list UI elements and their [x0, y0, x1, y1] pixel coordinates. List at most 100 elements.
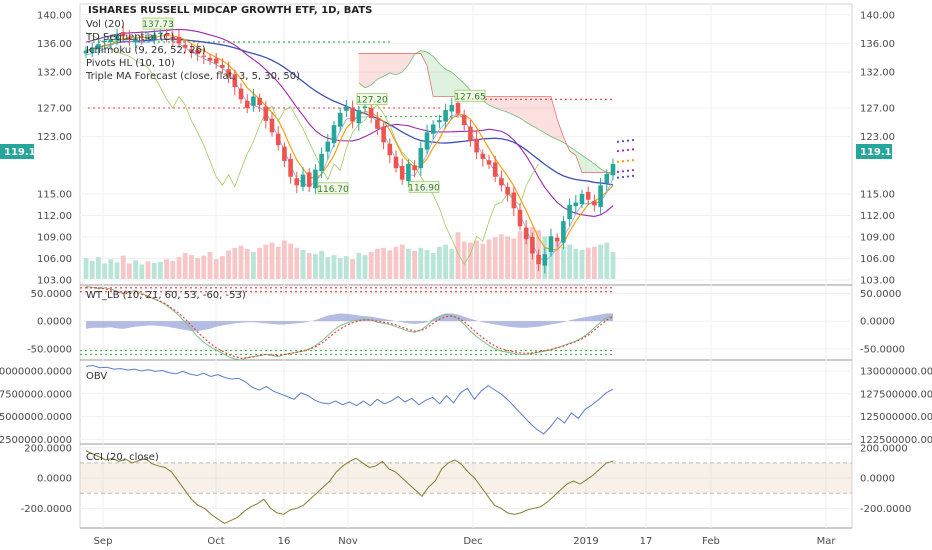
pivot-label: 137.73 [142, 20, 174, 30]
cloud-segment [582, 155, 589, 173]
y-tick-label-right: 130000000.0000 [860, 366, 932, 377]
y-tick-label-left: 127500000.0000 [0, 389, 72, 400]
candle-body [102, 40, 107, 42]
volume-bar [232, 247, 238, 279]
candle-body [313, 169, 318, 189]
candle-body [331, 125, 337, 144]
volume-bar [151, 262, 157, 279]
candle-body [368, 107, 374, 118]
main-legend[interactable]: Vol (20) TD Sequential (C) Ichimoku (9, … [85, 19, 300, 82]
volume-bar [449, 248, 455, 279]
pivot-labels: 137.73 127.20 127.65 116.90 116.70 [142, 17, 486, 195]
volume-bar [350, 259, 355, 279]
candle-body [220, 64, 225, 68]
cloud-segment [532, 96, 539, 130]
y-tick-label-right: 127500000.0000 [860, 389, 932, 400]
candle-body [170, 36, 176, 40]
y-tick-label-right: 103.00 [860, 275, 895, 286]
volume-bar [114, 262, 120, 279]
volume-bar [585, 247, 591, 279]
candle-body [499, 178, 504, 186]
legend-td-sequential[interactable]: TD Sequential (C) [85, 32, 174, 43]
price-badge-right-bg [856, 144, 892, 159]
volume-bar [486, 239, 492, 279]
candle-body [554, 237, 560, 242]
y-tick-label-right: 200.0000 [860, 443, 908, 454]
cloud-segment [365, 53, 372, 88]
candle-body [344, 106, 349, 111]
candle-body [461, 115, 467, 126]
volume-bar [220, 256, 225, 279]
cci-legend[interactable]: CCI (20, close) [86, 452, 159, 463]
volume-bar [579, 249, 585, 279]
wt-legend[interactable]: WT_LB (10, 21, 60, 53, -60, -53) [86, 290, 246, 301]
cloud-segment [551, 96, 558, 140]
cloud-segment [538, 96, 545, 134]
legend-volume[interactable]: Vol (20) [86, 19, 125, 30]
candle-body [375, 119, 380, 129]
y-tick-label-left: 130000000.0000 [0, 366, 72, 377]
legend-ichimoku[interactable]: Ichimoku (9, 26, 52, 26) [86, 45, 206, 56]
forecast-dot [626, 159, 630, 162]
x-tick-label: Sep [94, 536, 113, 547]
legend-pivots[interactable]: Pivots HL (10, 10) [86, 58, 175, 69]
volume-bar [251, 251, 256, 279]
candle-body [238, 88, 244, 100]
pivot-label: 127.65 [454, 92, 486, 102]
candle-body [381, 126, 386, 143]
volume-bar [381, 247, 386, 279]
volume-bar [523, 229, 529, 279]
volume-bar [325, 257, 331, 279]
price-badge-left: 119.18 [0, 144, 43, 159]
cloud-segment [433, 56, 440, 97]
candle-body [319, 153, 324, 172]
volume-bar [139, 264, 145, 279]
y-tick-label-right: 125000000.0000 [860, 412, 932, 423]
candle-body [548, 236, 554, 253]
y-tick-label-left: -200.0000 [21, 504, 72, 515]
candle-body [356, 110, 362, 123]
forecast-dot [621, 140, 625, 143]
volume-bar [368, 251, 374, 279]
ma-30-line [85, 38, 614, 186]
cloud-segment [588, 159, 595, 173]
y-tick-label-left: 123.00 [37, 132, 72, 143]
candle-body [474, 138, 479, 153]
volume-bar [108, 259, 114, 279]
volume-bar [158, 261, 163, 279]
candle-body [598, 185, 603, 207]
pivot-label-box [317, 182, 349, 195]
obv-legend[interactable]: OBV [86, 371, 107, 382]
pivot-label-box [356, 93, 388, 105]
candle-body [207, 57, 213, 61]
candle-body [530, 236, 535, 254]
ma-5-line [85, 34, 614, 251]
cloud-segment [439, 63, 446, 97]
candle-body [449, 105, 455, 112]
volume-bar [430, 253, 436, 279]
forecast-dot [616, 149, 620, 153]
y-tick-label-right: 0.0000 [860, 474, 895, 485]
candle-body [213, 58, 219, 64]
y-tick-label-right: 106.00 [860, 254, 895, 265]
candle-body [232, 74, 238, 88]
forecast-dot [616, 176, 620, 179]
y-tick-label-right: 140.00 [860, 10, 895, 21]
senkou-span-a [358, 50, 614, 176]
cloud-segment [544, 96, 551, 137]
forecast-dot [621, 170, 625, 173]
volume-bar [263, 244, 269, 279]
candle-body [561, 221, 566, 243]
cloud-segment [427, 52, 434, 97]
legend-triple-ma[interactable]: Triple MA Forecast (close, flat, 3, 5, 3… [85, 71, 300, 82]
price-badge-left-text: 119.18 [4, 147, 43, 158]
volume-bar [424, 249, 430, 279]
volume-bar [362, 255, 368, 279]
candle-body [443, 110, 448, 122]
y-tick-label-right: 50.0000 [860, 289, 901, 300]
price-pane: 137.73 127.20 127.65 116.90 116.70 [83, 17, 635, 279]
x-tick-label: Mar [817, 536, 837, 547]
cloud-segment [445, 69, 452, 97]
obv-line [85, 364, 614, 435]
